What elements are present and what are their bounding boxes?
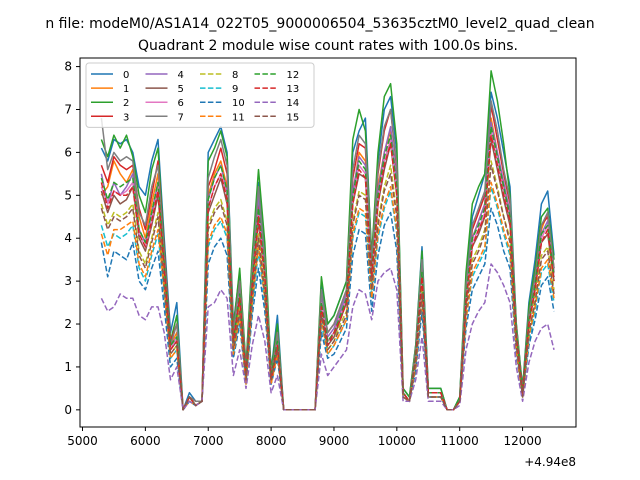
y-tick-label: 8 bbox=[64, 60, 72, 74]
x-tick-label: 5000 bbox=[67, 434, 98, 448]
legend-label-8: 8 bbox=[232, 70, 238, 81]
series-layer bbox=[100, 70, 555, 411]
legend-label-3: 3 bbox=[123, 112, 129, 123]
x-tick-label: 7000 bbox=[193, 434, 224, 448]
series-line-11 bbox=[100, 181, 555, 411]
series-line-13 bbox=[100, 134, 555, 411]
y-tick-label: 3 bbox=[64, 274, 72, 288]
x-offset-label: +4.94e8 bbox=[524, 455, 576, 469]
y-tick-label: 0 bbox=[64, 403, 72, 417]
series-line-8 bbox=[100, 160, 555, 411]
legend-label-15: 15 bbox=[287, 112, 300, 123]
x-tick-label: 11000 bbox=[441, 434, 479, 448]
y-tick-label: 6 bbox=[64, 145, 72, 159]
legend-label-12: 12 bbox=[287, 70, 300, 81]
y-tick-label: 7 bbox=[64, 102, 72, 116]
axes-frame bbox=[79, 57, 577, 428]
legend-label-14: 14 bbox=[287, 98, 300, 109]
x-tick-label: 6000 bbox=[130, 434, 161, 448]
legend-label-7: 7 bbox=[178, 112, 184, 123]
series-line-12 bbox=[100, 125, 555, 411]
x-tick-label: 8000 bbox=[256, 434, 287, 448]
legend-label-2: 2 bbox=[123, 98, 129, 109]
series-line-14 bbox=[100, 263, 555, 411]
legend-label-10: 10 bbox=[232, 98, 245, 109]
legend-box bbox=[85, 62, 315, 128]
x-tick-label: 12000 bbox=[503, 434, 541, 448]
x-tick-label: 9000 bbox=[319, 434, 350, 448]
legend-label-5: 5 bbox=[178, 84, 184, 95]
plot-area: 5000 6000 7000 8000 9000 10000 11000 12000 0123… bbox=[64, 57, 577, 469]
y-tick-label: 1 bbox=[64, 360, 72, 374]
x-tick-label: 10000 bbox=[378, 434, 416, 448]
legend-label-0: 0 bbox=[123, 70, 129, 81]
y-tick-label: 4 bbox=[64, 231, 72, 245]
legend-label-11: 11 bbox=[232, 112, 245, 123]
series-line-2 bbox=[100, 70, 555, 411]
chart-title: Quadrant 2 module wise count rates with … bbox=[138, 38, 518, 54]
legend-label-4: 4 bbox=[178, 70, 184, 81]
x-axis: 5000 6000 7000 8000 9000 10000 11000 12000 bbox=[67, 427, 542, 448]
legend-label-13: 13 bbox=[287, 84, 300, 95]
series-line-7 bbox=[100, 100, 555, 411]
series-line-10 bbox=[100, 207, 555, 411]
figure-suptitle: n file: modeM0/AS1A14_022T05_9000006504_… bbox=[45, 16, 594, 32]
y-axis: 0 1 2 3 4 5 6 7 8 bbox=[64, 60, 80, 417]
series-line-15 bbox=[100, 164, 555, 411]
y-tick-label: 5 bbox=[64, 188, 72, 202]
legend-label-6: 6 bbox=[178, 98, 184, 109]
y-tick-label: 2 bbox=[64, 317, 72, 331]
legend-label-9: 9 bbox=[232, 84, 238, 95]
legend-label-1: 1 bbox=[123, 84, 129, 95]
